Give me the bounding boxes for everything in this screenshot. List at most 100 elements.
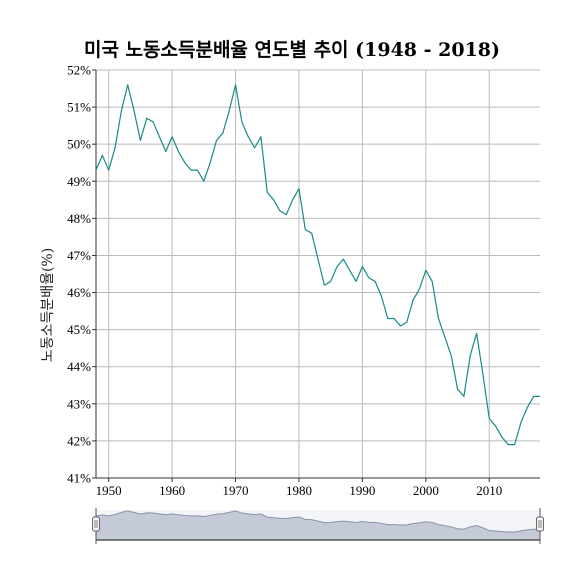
navigator-area (96, 510, 540, 540)
data-point-1949 (101, 154, 104, 157)
y-tick-labels: 41% 42% 43% 44% 45% 46% 47% 48% 49% 50% 51% 52% (67, 63, 91, 486)
data-point-2013 (507, 443, 510, 446)
data-point-1955 (139, 139, 142, 142)
y-tick-label-47: 47% (67, 248, 91, 263)
data-point-1980 (297, 187, 300, 190)
handle-grip (92, 516, 100, 532)
x-tick-label-1960: 1960 (159, 483, 185, 498)
data-point-1993 (380, 295, 383, 298)
data-point-2014 (513, 443, 516, 446)
data-point-2001 (431, 280, 434, 283)
data-point-1975 (266, 191, 269, 194)
data-point-1990 (361, 265, 364, 268)
data-point-1985 (329, 280, 332, 283)
data-point-1954 (133, 109, 136, 112)
data-point-1977 (278, 209, 281, 212)
data-point-1989 (355, 280, 358, 283)
data-point-1983 (317, 258, 320, 261)
data-point-1972 (247, 135, 250, 138)
data-point-1974 (259, 135, 262, 138)
range-navigator[interactable] (92, 508, 544, 544)
navigator-line (95, 510, 540, 533)
data-point-1999 (418, 287, 421, 290)
data-point-2006 (462, 395, 465, 398)
y-tick-label-50: 50% (67, 137, 91, 152)
x-tick-label-2000: 2000 (413, 483, 439, 498)
data-point-2002 (437, 317, 440, 320)
chart-title: 미국 노동소득분배율 연도별 추이 (1948 - 2018) (84, 39, 500, 61)
y-tick-label-44: 44% (67, 359, 91, 374)
navigator-right-handle[interactable] (536, 508, 544, 544)
data-point-1984 (323, 284, 326, 287)
data-point-2015 (519, 421, 522, 424)
data-point-2016 (526, 406, 529, 409)
series-layer (95, 83, 542, 446)
y-tick-label-48: 48% (67, 211, 91, 226)
axes (92, 69, 540, 482)
data-point-1988 (348, 269, 351, 272)
data-point-1987 (342, 258, 345, 261)
data-point-1968 (221, 132, 224, 135)
data-point-2011 (494, 425, 497, 428)
x-tick-label-1990: 1990 (349, 483, 375, 498)
data-point-1967 (215, 139, 218, 142)
data-point-1991 (367, 276, 370, 279)
data-point-1995 (393, 317, 396, 320)
series-line (95, 84, 540, 446)
data-point-1969 (228, 109, 231, 112)
data-point-1992 (374, 280, 377, 283)
y-tick-label-49: 49% (67, 174, 91, 189)
data-point-2000 (424, 269, 427, 272)
data-point-1959 (164, 150, 167, 153)
data-point-2008 (475, 332, 478, 335)
data-point-1957 (152, 120, 155, 123)
y-tick-label-41: 41% (67, 471, 91, 486)
data-point-1960 (171, 135, 174, 138)
data-point-2004 (450, 354, 453, 357)
data-point-1965 (202, 180, 205, 183)
x-tick-label-1950: 1950 (96, 483, 122, 498)
data-point-1962 (183, 161, 186, 164)
data-point-2010 (488, 417, 491, 420)
data-point-1958 (158, 135, 161, 138)
data-point-1953 (126, 83, 129, 86)
x-tick-labels: 1950 1960 1970 1980 1990 2000 2010 (96, 483, 503, 498)
data-point-1950 (107, 169, 110, 172)
handle-grip (536, 516, 544, 532)
navigator-left-handle[interactable] (92, 508, 100, 544)
data-point-1971 (240, 120, 243, 123)
data-point-2003 (443, 336, 446, 339)
y-axis-label: 노동소득분배율(%) (40, 248, 56, 362)
y-tick-label-43: 43% (67, 396, 91, 411)
x-tick-label-1980: 1980 (286, 483, 312, 498)
data-point-1978 (285, 213, 288, 216)
y-tick-label-52: 52% (67, 63, 91, 78)
y-tick-label-46: 46% (67, 285, 91, 300)
data-point-2007 (469, 354, 472, 357)
y-tick-label-42: 42% (67, 433, 91, 448)
data-point-1966 (209, 161, 212, 164)
data-point-1981 (304, 228, 307, 231)
data-point-1976 (272, 198, 275, 201)
y-tick-label-45: 45% (67, 322, 91, 337)
data-point-2012 (500, 436, 503, 439)
data-point-1982 (310, 232, 313, 235)
grid (96, 69, 540, 479)
data-point-1996 (399, 324, 402, 327)
data-point-1973 (253, 146, 256, 149)
x-tick-label-2010: 2010 (476, 483, 502, 498)
data-point-1951 (114, 146, 117, 149)
data-point-1964 (196, 169, 199, 172)
data-point-1986 (336, 265, 339, 268)
data-point-2009 (481, 373, 484, 376)
data-point-1963 (190, 169, 193, 172)
data-point-1997 (405, 321, 408, 324)
data-point-1956 (145, 117, 148, 120)
data-point-2018 (539, 395, 542, 398)
data-point-1948 (95, 169, 98, 172)
data-point-1998 (412, 298, 415, 301)
data-point-1952 (120, 109, 123, 112)
data-point-2017 (532, 395, 535, 398)
